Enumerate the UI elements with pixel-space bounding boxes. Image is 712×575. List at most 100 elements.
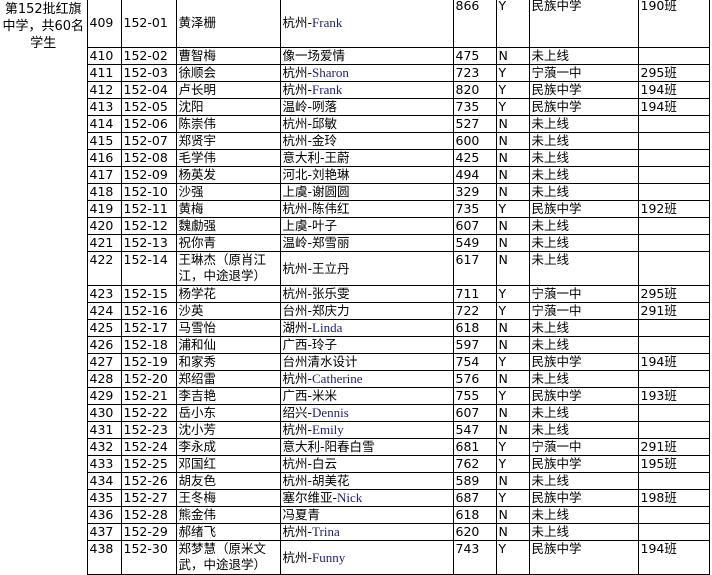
cell-name[interactable]: 马雪怡 bbox=[175, 319, 281, 337]
cell-online[interactable]: N bbox=[495, 132, 530, 150]
cell-num[interactable]: 416 bbox=[86, 149, 122, 167]
cell-id[interactable]: 152-17 bbox=[120, 319, 177, 337]
cell-class[interactable]: 295班 bbox=[637, 285, 710, 303]
cell-score[interactable]: 755 bbox=[452, 387, 497, 405]
cell-online[interactable]: Y bbox=[495, 302, 530, 320]
cell-score[interactable]: 687 bbox=[452, 489, 497, 507]
cell-name[interactable]: 熊金伟 bbox=[175, 506, 281, 524]
cell-school[interactable]: 未上线 bbox=[528, 319, 639, 337]
cell-online[interactable]: N bbox=[495, 336, 530, 354]
cell-teacher[interactable]: 上虞-谢圆圆 bbox=[279, 183, 454, 201]
cell-num[interactable]: 415 bbox=[86, 132, 122, 150]
cell-school[interactable]: 未上线 bbox=[528, 166, 639, 184]
cell-online[interactable]: Y bbox=[495, 98, 530, 116]
cell-class[interactable] bbox=[637, 149, 710, 167]
cell-id[interactable]: 152-19 bbox=[120, 353, 177, 371]
cell-class[interactable] bbox=[637, 251, 710, 286]
cell-teacher[interactable]: 杭州-Trina bbox=[279, 523, 454, 541]
cell-name[interactable]: 徐顺会 bbox=[175, 64, 281, 82]
cell-online[interactable]: N bbox=[495, 404, 530, 422]
cell-school[interactable]: 民族中学 bbox=[528, 0, 639, 48]
cell-num[interactable]: 430 bbox=[86, 404, 122, 422]
cell-online[interactable]: N bbox=[495, 115, 530, 133]
cell-class[interactable] bbox=[637, 115, 710, 133]
cell-name[interactable]: 黄梅 bbox=[175, 200, 281, 218]
cell-teacher[interactable]: 杭州-Frank bbox=[279, 0, 454, 48]
cell-class[interactable] bbox=[637, 47, 710, 65]
cell-school[interactable]: 未上线 bbox=[528, 47, 639, 65]
cell-school[interactable]: 未上线 bbox=[528, 115, 639, 133]
cell-id[interactable]: 152-08 bbox=[120, 149, 177, 167]
cell-class[interactable] bbox=[637, 506, 710, 524]
cell-name[interactable]: 魏勮强 bbox=[175, 217, 281, 235]
cell-score[interactable]: 597 bbox=[452, 336, 497, 354]
cell-online[interactable]: Y bbox=[495, 438, 530, 456]
cell-num[interactable]: 429 bbox=[86, 387, 122, 405]
cell-id[interactable]: 152-23 bbox=[120, 421, 177, 439]
cell-name[interactable]: 郑贤宇 bbox=[175, 132, 281, 150]
cell-online[interactable]: Y bbox=[495, 455, 530, 473]
cell-school[interactable]: 宁蒗一中 bbox=[528, 438, 639, 456]
cell-id[interactable]: 152-26 bbox=[120, 472, 177, 490]
cell-school[interactable]: 未上线 bbox=[528, 234, 639, 252]
cell-teacher[interactable]: 广西-玲子 bbox=[279, 336, 454, 354]
cell-num[interactable]: 433 bbox=[86, 455, 122, 473]
cell-num[interactable]: 435 bbox=[86, 489, 122, 507]
cell-online[interactable]: N bbox=[495, 370, 530, 388]
cell-online[interactable]: Y bbox=[495, 64, 530, 82]
cell-num[interactable]: 413 bbox=[86, 98, 122, 116]
cell-name[interactable]: 和家秀 bbox=[175, 353, 281, 371]
cell-id[interactable]: 152-20 bbox=[120, 370, 177, 388]
group-label-cell[interactable]: 第152批红旗中学，共60名学生 bbox=[0, 0, 88, 575]
cell-school[interactable]: 未上线 bbox=[528, 404, 639, 422]
cell-name[interactable]: 郝绪飞 bbox=[175, 523, 281, 541]
cell-online[interactable]: Y bbox=[495, 81, 530, 99]
cell-num[interactable]: 425 bbox=[86, 319, 122, 337]
cell-class[interactable]: 190班 bbox=[637, 0, 710, 48]
cell-name[interactable]: 杨学花 bbox=[175, 285, 281, 303]
cell-class[interactable]: 291班 bbox=[637, 438, 710, 456]
cell-name[interactable]: 浦和仙 bbox=[175, 336, 281, 354]
cell-num[interactable]: 436 bbox=[86, 506, 122, 524]
cell-score[interactable]: 576 bbox=[452, 370, 497, 388]
cell-teacher[interactable]: 像一场爱情 bbox=[279, 47, 454, 65]
cell-id[interactable]: 152-21 bbox=[120, 387, 177, 405]
cell-id[interactable]: 152-15 bbox=[120, 285, 177, 303]
cell-name[interactable]: 卢长明 bbox=[175, 81, 281, 99]
cell-num[interactable]: 438 bbox=[86, 540, 122, 575]
cell-teacher[interactable]: 塞尔维亚-Nick bbox=[279, 489, 454, 507]
cell-school[interactable]: 民族中学 bbox=[528, 387, 639, 405]
cell-teacher[interactable]: 杭州-金玲 bbox=[279, 132, 454, 150]
cell-score[interactable]: 494 bbox=[452, 166, 497, 184]
cell-online[interactable]: Y bbox=[495, 489, 530, 507]
cell-online[interactable]: N bbox=[495, 523, 530, 541]
cell-school[interactable]: 民族中学 bbox=[528, 353, 639, 371]
cell-school[interactable]: 未上线 bbox=[528, 132, 639, 150]
cell-online[interactable]: N bbox=[495, 421, 530, 439]
cell-school[interactable]: 民族中学 bbox=[528, 200, 639, 218]
cell-school[interactable]: 民族中学 bbox=[528, 489, 639, 507]
cell-class[interactable]: 193班 bbox=[637, 387, 710, 405]
cell-score[interactable]: 754 bbox=[452, 353, 497, 371]
cell-online[interactable]: N bbox=[495, 47, 530, 65]
cell-name[interactable]: 郑梦慧（原米文武，中途退学） bbox=[175, 540, 281, 575]
cell-teacher[interactable]: 杭州-王立丹 bbox=[279, 251, 454, 286]
cell-id[interactable]: 152-06 bbox=[120, 115, 177, 133]
cell-class[interactable] bbox=[637, 217, 710, 235]
cell-name[interactable]: 沙英 bbox=[175, 302, 281, 320]
cell-name[interactable]: 郑绍雷 bbox=[175, 370, 281, 388]
cell-online[interactable]: Y bbox=[495, 387, 530, 405]
cell-id[interactable]: 152-30 bbox=[120, 540, 177, 575]
cell-score[interactable]: 475 bbox=[452, 47, 497, 65]
cell-name[interactable]: 王冬梅 bbox=[175, 489, 281, 507]
cell-school[interactable]: 未上线 bbox=[528, 506, 639, 524]
cell-name[interactable]: 王琳杰（原肖江江，中途退学） bbox=[175, 251, 281, 286]
cell-id[interactable]: 152-07 bbox=[120, 132, 177, 150]
cell-id[interactable]: 152-18 bbox=[120, 336, 177, 354]
cell-score[interactable]: 547 bbox=[452, 421, 497, 439]
cell-online[interactable]: Y bbox=[495, 285, 530, 303]
cell-class[interactable]: 194班 bbox=[637, 81, 710, 99]
cell-num[interactable]: 412 bbox=[86, 81, 122, 99]
cell-online[interactable]: N bbox=[495, 149, 530, 167]
cell-score[interactable]: 735 bbox=[452, 98, 497, 116]
